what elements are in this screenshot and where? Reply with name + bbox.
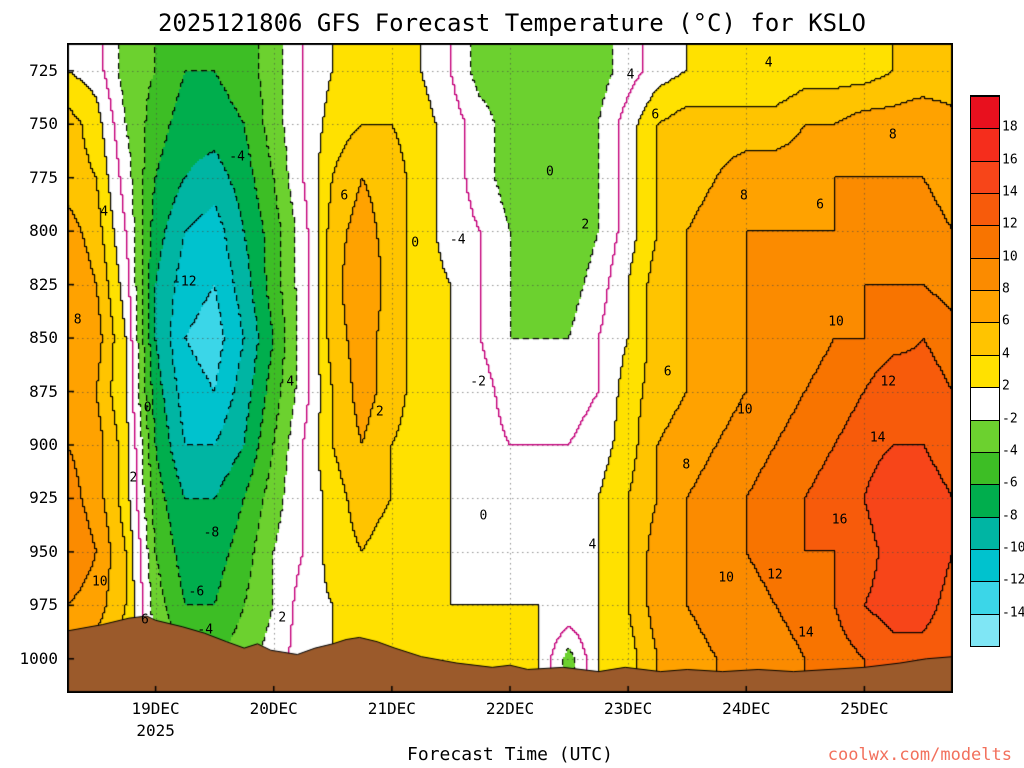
colorbar-segment (971, 516, 999, 549)
y-axis-tick-label: 975 (29, 595, 58, 615)
colorbar-segment (971, 225, 999, 258)
colorbar-tick-label: -14 (1002, 605, 1024, 621)
colorbar-tick-label: -4 (1002, 443, 1018, 459)
x-axis-tick-label: 23DEC (604, 699, 653, 718)
plot-area: 4 8 0 2 10 6 -12 -8 -6 -4 -4 4 2 6 2 0 -4 -2 0 0 2 4 4 6 8 6 6 8 10 1… (67, 43, 953, 693)
colorbar-segment (971, 322, 999, 355)
colorbar-segment (971, 354, 999, 388)
y-axis-tick-label: 750 (29, 114, 58, 134)
y-axis-tick-label: 950 (29, 541, 58, 561)
temperature-cross-section-canvas (67, 43, 953, 693)
year-label: 2025 (136, 721, 175, 740)
colorbar-segment (971, 581, 999, 614)
colorbar-tick-label: -8 (1002, 508, 1018, 524)
x-axis-title: Forecast Time (UTC) (407, 744, 613, 765)
x-axis-tick-label: 19DEC (131, 699, 180, 718)
colorbar-segment (971, 484, 999, 517)
colorbar-segment (971, 419, 999, 452)
colorbar-tick-label: 4 (1002, 346, 1010, 362)
colorbar-tick-label: -2 (1002, 411, 1018, 427)
colorbar-segment (971, 160, 999, 194)
colorbar-labels: 18 16 14 12 10 8 6 4 2 -2 -4 -6 -8 -10 -12 -14 (1002, 0, 1024, 768)
colorbar-tick-label: 2 (1002, 378, 1010, 394)
colorbar-tick-label: -6 (1002, 475, 1018, 491)
colorbar-tick-label: -12 (1002, 572, 1024, 588)
colorbar-tick-label: 10 (1002, 249, 1018, 265)
colorbar-segment (971, 290, 999, 323)
y-axis-tick-label: 725 (29, 60, 58, 80)
y-axis-tick-label: 825 (29, 274, 58, 294)
colorbar-tick-label: -10 (1002, 540, 1024, 556)
x-axis-tick-label: 20DEC (249, 699, 298, 718)
colorbar-segment (971, 548, 999, 582)
colorbar-tick-label: 16 (1002, 152, 1018, 168)
colorbar-tick-label: 8 (1002, 281, 1010, 297)
x-axis-tick-label: 25DEC (840, 699, 889, 718)
colorbar-segment (971, 193, 999, 226)
colorbar-tick-label: 18 (1002, 119, 1018, 135)
y-axis-tick-label: 775 (29, 167, 58, 187)
colorbar-tick-label: 12 (1002, 216, 1018, 232)
y-axis-tick-label: 875 (29, 381, 58, 401)
temperature-colorbar (970, 95, 1000, 647)
x-axis-tick-label: 21DEC (367, 699, 416, 718)
colorbar-segment (971, 128, 999, 161)
y-axis-tick-label: 800 (29, 221, 58, 241)
x-axis-tick-label: 24DEC (722, 699, 771, 718)
watermark-link[interactable]: coolwx.com/modelts (827, 745, 1012, 765)
colorbar-segment (971, 451, 999, 485)
colorbar-segment (971, 96, 999, 129)
colorbar-tick-label: 14 (1002, 184, 1018, 200)
colorbar-tick-label: 6 (1002, 313, 1010, 329)
x-axis-tick-label: 22DEC (485, 699, 535, 718)
y-axis-tick-label: 1000 (19, 648, 58, 668)
colorbar-segment (971, 257, 999, 291)
y-axis-tick-label: 925 (29, 488, 58, 508)
chart-title: 2025121806 GFS Forecast Temperature (°C)… (157, 9, 866, 37)
colorbar-segment (971, 613, 999, 646)
colorbar-segment (971, 387, 999, 420)
y-axis-tick-label: 900 (29, 434, 58, 454)
y-axis-tick-label: 850 (29, 328, 58, 348)
